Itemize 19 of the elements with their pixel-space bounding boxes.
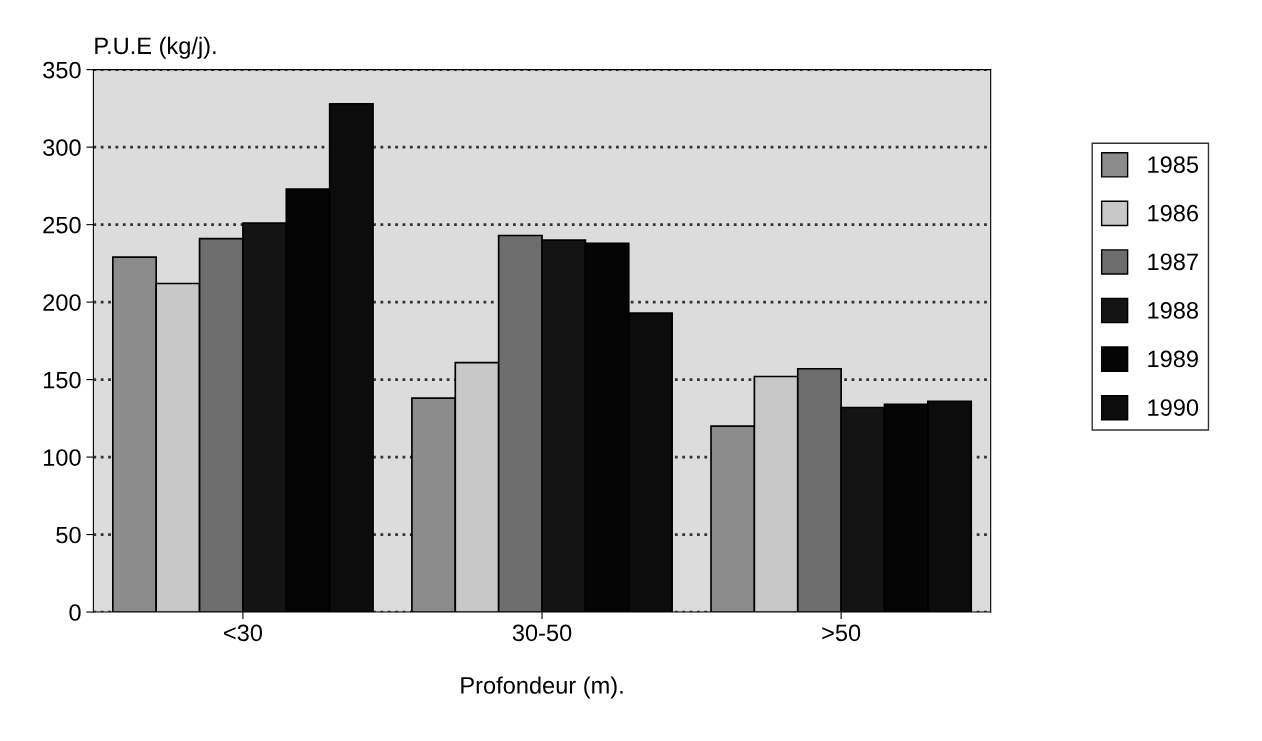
legend-label: 1989 bbox=[1148, 350, 1198, 368]
y-tick-label: 350 bbox=[43, 61, 81, 79]
legend-label: 1987 bbox=[1148, 253, 1198, 271]
x-tick-label: 30-50 bbox=[512, 624, 572, 642]
y-tick-label: 100 bbox=[43, 449, 81, 466]
legend-label: 1988 bbox=[1148, 302, 1199, 319]
legend-label: 1986 bbox=[1148, 204, 1198, 222]
y-tick-label: 300 bbox=[43, 139, 81, 156]
x-tick-label: <30 bbox=[224, 624, 263, 642]
y-tick-label: 0 bbox=[69, 604, 81, 621]
x-axis-title: Profondeur (m). bbox=[461, 676, 623, 699]
y-axis-title: P.U.E (kg/j). bbox=[95, 36, 216, 59]
y-tick-label: 150 bbox=[43, 371, 81, 389]
legend-label: 1990 bbox=[1148, 399, 1199, 416]
y-tick-label: 50 bbox=[56, 526, 81, 544]
y-tick-label: 250 bbox=[43, 216, 81, 234]
legend-label: 1985 bbox=[1148, 156, 1199, 173]
x-tick-label: >50 bbox=[822, 624, 861, 642]
y-tick-label: 200 bbox=[43, 294, 81, 311]
